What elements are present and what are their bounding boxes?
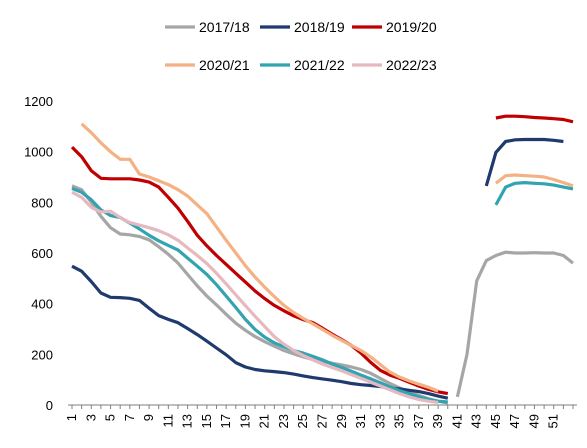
legend-label: 2018/19 [294, 19, 345, 35]
x-tick-label: 1 [64, 414, 79, 421]
x-tick-label: 3 [83, 414, 98, 421]
series-line-2021-22 [71, 181, 574, 404]
legend-label: 2022/23 [386, 57, 437, 73]
x-tick-label: 25 [295, 414, 310, 428]
series-line-2022-23 [71, 190, 439, 405]
y-tick-label: 0 [46, 398, 53, 413]
x-tick-label: 23 [276, 414, 291, 428]
y-tick-label: 200 [31, 347, 53, 362]
x-tick-label: 37 [411, 414, 426, 428]
x-tick-label: 31 [353, 414, 368, 428]
series-layer [70, 114, 574, 405]
y-tick-label: 1200 [24, 94, 53, 109]
x-tick-label: 51 [546, 414, 561, 428]
x-tick-label: 7 [122, 414, 137, 421]
legend-label: 2020/21 [199, 57, 250, 73]
x-tick-label: 13 [180, 414, 195, 428]
x-tick-label: 11 [160, 414, 175, 428]
x-tick-label: 49 [526, 414, 541, 428]
y-tick-label: 1000 [24, 145, 53, 160]
x-tick-label: 35 [392, 414, 407, 428]
legend-label: 2017/18 [199, 19, 250, 35]
series-line-2020-21 [80, 122, 574, 393]
legend-label: 2019/20 [386, 19, 437, 35]
series-line-2019-20 [70, 114, 574, 396]
x-tick-label: 15 [199, 414, 214, 428]
x-tick-label: 5 [103, 414, 118, 421]
legend-label: 2021/22 [294, 57, 345, 73]
x-tick-label: 39 [430, 414, 445, 428]
y-tick-label: 600 [31, 246, 53, 261]
x-tick-label: 29 [334, 414, 349, 428]
y-tick-label: 800 [31, 195, 53, 210]
x-tick-label: 45 [488, 414, 503, 428]
legend: 2017/18 2018/19 2019/20 2020/21 2021/22 2022/… [165, 19, 437, 73]
x-tick-label: 41 [449, 414, 464, 428]
x-tick-label: 21 [257, 414, 272, 428]
x-tick-label: 43 [469, 414, 484, 428]
x-tick-label: 19 [237, 414, 252, 428]
x-tick-label: 33 [372, 414, 387, 428]
x-tick-label: 27 [315, 414, 330, 428]
x-tick-label: 9 [141, 414, 156, 421]
x-tick-label: 17 [218, 414, 233, 428]
y-tick-label: 400 [31, 297, 53, 312]
series-line-2017-18 [71, 184, 574, 405]
x-tick-label: 47 [507, 414, 522, 428]
